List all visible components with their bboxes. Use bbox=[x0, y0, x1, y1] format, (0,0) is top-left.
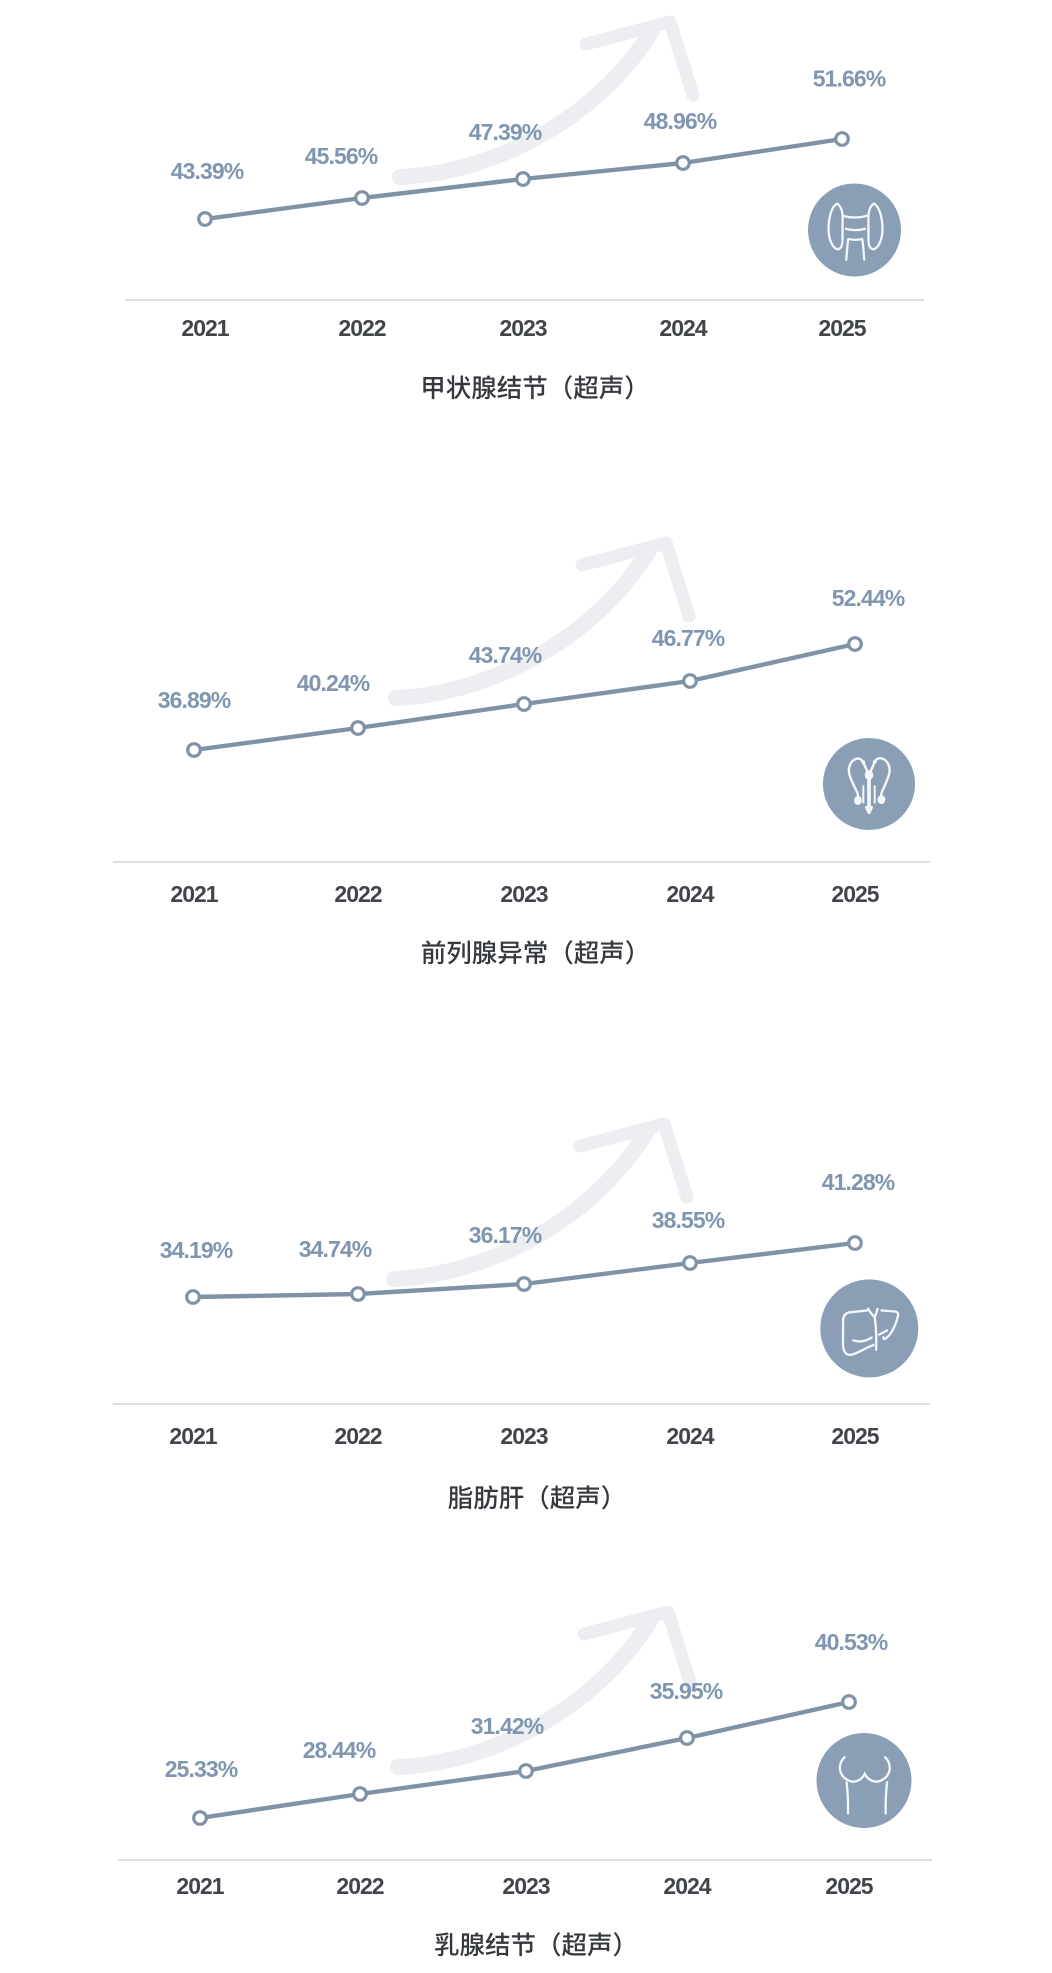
svg-text:40.24%: 40.24% bbox=[297, 670, 370, 696]
svg-text:2022: 2022 bbox=[338, 315, 385, 341]
svg-text:2022: 2022 bbox=[334, 881, 381, 907]
svg-text:2024: 2024 bbox=[659, 315, 707, 341]
svg-text:47.39%: 47.39% bbox=[469, 119, 542, 145]
svg-text:乳腺结节（超声）: 乳腺结节（超声） bbox=[434, 1925, 638, 1962]
svg-text:36.17%: 36.17% bbox=[469, 1222, 542, 1248]
svg-text:前列腺异常（超声）: 前列腺异常（超声） bbox=[421, 933, 651, 970]
svg-text:43.39%: 43.39% bbox=[171, 158, 244, 184]
svg-text:41.28%: 41.28% bbox=[822, 1169, 895, 1195]
svg-text:2023: 2023 bbox=[500, 1423, 547, 1449]
svg-text:2024: 2024 bbox=[666, 1423, 714, 1449]
svg-text:31.42%: 31.42% bbox=[471, 1713, 544, 1739]
svg-text:甲状腺结节（超声）: 甲状腺结节（超声） bbox=[420, 368, 650, 405]
svg-text:2025: 2025 bbox=[818, 315, 866, 341]
svg-text:46.77%: 46.77% bbox=[652, 625, 725, 651]
svg-text:2022: 2022 bbox=[334, 1423, 381, 1449]
svg-text:45.56%: 45.56% bbox=[305, 143, 378, 169]
svg-text:2023: 2023 bbox=[500, 881, 547, 907]
svg-text:脂肪肝（超声）: 脂肪肝（超声） bbox=[448, 1478, 627, 1515]
svg-text:51.66%: 51.66% bbox=[813, 66, 886, 92]
svg-text:2022: 2022 bbox=[336, 1873, 383, 1899]
svg-text:2021: 2021 bbox=[169, 1423, 217, 1449]
svg-text:36.89%: 36.89% bbox=[158, 687, 231, 713]
svg-text:2024: 2024 bbox=[663, 1873, 711, 1899]
svg-text:48.96%: 48.96% bbox=[644, 108, 717, 134]
svg-text:2024: 2024 bbox=[666, 881, 714, 907]
svg-text:38.55%: 38.55% bbox=[652, 1207, 725, 1233]
svg-text:40.53%: 40.53% bbox=[815, 1629, 888, 1655]
svg-text:2021: 2021 bbox=[170, 881, 218, 907]
svg-text:28.44%: 28.44% bbox=[303, 1737, 376, 1763]
svg-text:2023: 2023 bbox=[499, 315, 546, 341]
svg-text:2023: 2023 bbox=[502, 1873, 549, 1899]
svg-text:2021: 2021 bbox=[176, 1873, 224, 1899]
svg-text:2025: 2025 bbox=[831, 1423, 879, 1449]
svg-text:43.74%: 43.74% bbox=[469, 642, 542, 668]
svg-text:25.33%: 25.33% bbox=[165, 1756, 238, 1782]
svg-text:2021: 2021 bbox=[181, 315, 229, 341]
svg-text:2025: 2025 bbox=[831, 881, 879, 907]
svg-text:35.95%: 35.95% bbox=[650, 1678, 723, 1704]
svg-text:52.44%: 52.44% bbox=[832, 585, 905, 611]
svg-text:34.19%: 34.19% bbox=[160, 1237, 233, 1263]
svg-text:34.74%: 34.74% bbox=[299, 1236, 372, 1262]
svg-text:2025: 2025 bbox=[825, 1873, 873, 1899]
